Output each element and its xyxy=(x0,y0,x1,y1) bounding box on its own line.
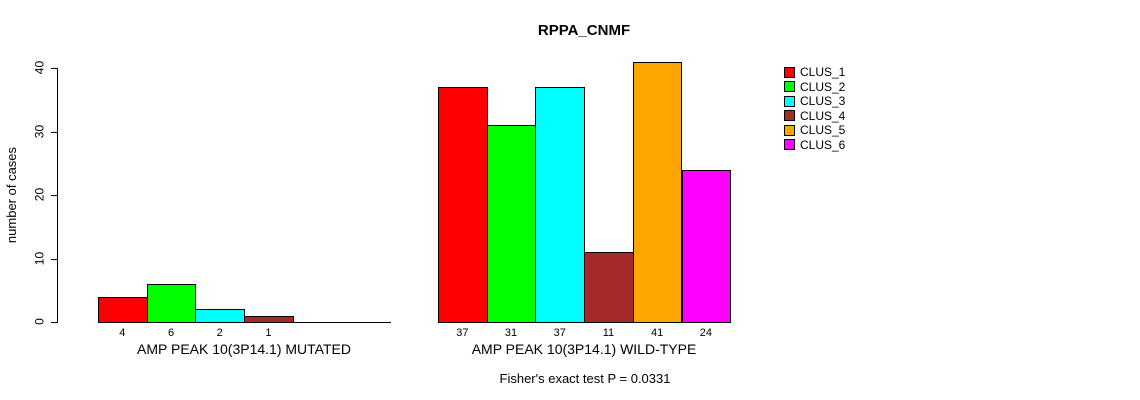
y-tick-mark xyxy=(51,68,57,69)
bar-clus_6 xyxy=(681,169,732,323)
y-tick-label: 20 xyxy=(32,187,47,202)
y-tick-mark xyxy=(51,322,57,323)
legend-item-label: CLUS_3 xyxy=(800,94,846,109)
legend-color-swatch xyxy=(784,66,795,78)
bar-clus_2 xyxy=(486,125,537,323)
legend-item: CLUS_5 xyxy=(784,123,845,138)
bar-value-label: 37 xyxy=(456,327,469,339)
bar-value-label: 37 xyxy=(553,327,566,339)
bar-value-label: 1 xyxy=(265,327,272,339)
y-tick-label: 40 xyxy=(32,60,47,75)
legend-item: CLUS_1 xyxy=(784,65,845,80)
legend: CLUS_1 CLUS_2 CLUS_3 CLUS_4 CLUS_5 CLUS_6 xyxy=(784,65,845,152)
legend-item: CLUS_3 xyxy=(784,94,845,109)
legend-item: CLUS_4 xyxy=(784,109,845,124)
legend-item-label: CLUS_1 xyxy=(800,65,846,80)
legend-color-swatch xyxy=(784,95,795,107)
bar-clus_1 xyxy=(98,296,148,323)
y-tick-label: 30 xyxy=(32,124,47,138)
chart-title: RPPA_CNMF xyxy=(537,22,631,39)
y-tick-label: 0 xyxy=(32,318,47,325)
bar-value-label: 4 xyxy=(119,327,126,339)
y-axis-label: number of cases xyxy=(4,146,19,244)
bar-clus_5 xyxy=(632,61,683,323)
legend-color-swatch xyxy=(784,81,795,93)
fisher-test-annotation: Fisher's exact test P = 0.0331 xyxy=(499,371,671,386)
bar-value-label: 31 xyxy=(504,327,518,339)
legend-color-swatch xyxy=(784,124,795,136)
legend-item-label: CLUS_5 xyxy=(800,123,846,138)
bar-value-label: 41 xyxy=(651,327,664,339)
y-tick-mark xyxy=(51,131,57,133)
bar-clus_3 xyxy=(195,309,246,323)
legend-item-label: CLUS_4 xyxy=(800,108,846,123)
bar-value-label: 6 xyxy=(167,327,175,339)
bar-clus_3 xyxy=(535,87,586,323)
legend-color-swatch xyxy=(784,110,795,122)
bar-value-label: 2 xyxy=(216,327,223,339)
bar-clus_4 xyxy=(244,315,294,323)
legend-item-label: CLUS_2 xyxy=(800,79,846,94)
bar-value-label: 24 xyxy=(699,327,712,339)
x-axis-label-mutated: AMP PEAK 10(3P14.1) MUTATED xyxy=(137,341,351,357)
y-tick-mark xyxy=(51,258,57,260)
bar-clus_4 xyxy=(584,252,634,323)
bar-value-label: 11 xyxy=(602,327,615,339)
legend-color-swatch xyxy=(784,139,795,151)
x-axis-label-wild-type: AMP PEAK 10(3P14.1) WILD-TYPE xyxy=(471,341,697,357)
bar-clus_1 xyxy=(438,87,488,323)
y-axis-line xyxy=(57,68,58,323)
y-tick-label: 10 xyxy=(32,251,47,265)
y-tick-mark xyxy=(51,195,57,196)
legend-item: CLUS_6 xyxy=(784,138,845,153)
legend-item: CLUS_2 xyxy=(784,80,845,95)
legend-item-label: CLUS_6 xyxy=(800,137,846,152)
bar-clus_2 xyxy=(146,283,197,323)
